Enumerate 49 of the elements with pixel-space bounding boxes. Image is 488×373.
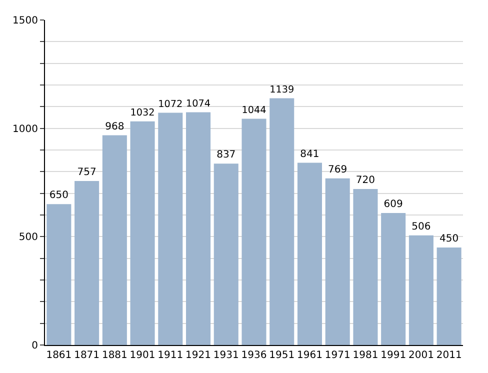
- y-tick-label: 1500: [12, 16, 38, 26]
- x-tick-label: 1936: [241, 350, 267, 361]
- data-label: 837: [216, 150, 236, 161]
- bar: [186, 112, 211, 345]
- y-tick-label: 0: [32, 340, 38, 352]
- x-tick-label: 1991: [380, 350, 406, 361]
- data-label: 1072: [158, 98, 183, 110]
- bar: [130, 121, 155, 345]
- data-label: 841: [300, 148, 320, 160]
- data-label: 1139: [270, 84, 294, 96]
- data-label: 506: [412, 221, 431, 232]
- y-tick-label: 1000: [12, 124, 38, 135]
- data-label: 1044: [242, 104, 266, 116]
- x-tick-label: 1921: [186, 350, 211, 361]
- y-tick-label: 500: [18, 232, 38, 244]
- x-tick-label: 1981: [352, 350, 378, 361]
- data-label: 1074: [186, 98, 211, 110]
- data-label: 769: [328, 164, 348, 176]
- x-tick-label: 1961: [297, 350, 322, 361]
- x-tick-label: 1861: [46, 350, 72, 361]
- bar: [158, 112, 183, 345]
- bar: [242, 118, 266, 345]
- x-tick-label: 1931: [213, 350, 239, 361]
- data-label: 450: [440, 234, 459, 244]
- bar: [408, 235, 434, 345]
- data-label: 757: [77, 166, 96, 178]
- x-tick-label: 1901: [130, 350, 156, 361]
- x-tick-label: 1881: [102, 350, 128, 361]
- data-label: 968: [105, 121, 124, 132]
- x-tick-label: 2001: [408, 350, 434, 361]
- bar: [381, 213, 406, 345]
- data-label: 650: [49, 190, 68, 202]
- x-tick-label: 2011: [436, 350, 462, 361]
- bar: [353, 189, 378, 345]
- data-label: 720: [356, 175, 376, 186]
- bar: [214, 164, 238, 345]
- bar: [325, 178, 350, 345]
- bar: [46, 204, 72, 345]
- bar: [102, 135, 127, 345]
- x-tick-label: 1971: [324, 350, 350, 361]
- x-tick-label: 1871: [74, 350, 100, 361]
- data-label: 1032: [130, 108, 155, 119]
- bar: [74, 180, 100, 345]
- data-label: 609: [384, 199, 403, 210]
- x-tick-label: 1951: [269, 350, 295, 361]
- bar: [436, 248, 462, 345]
- bar: [270, 98, 294, 345]
- x-tick-label: 1911: [158, 350, 184, 361]
- bar: [297, 162, 322, 345]
